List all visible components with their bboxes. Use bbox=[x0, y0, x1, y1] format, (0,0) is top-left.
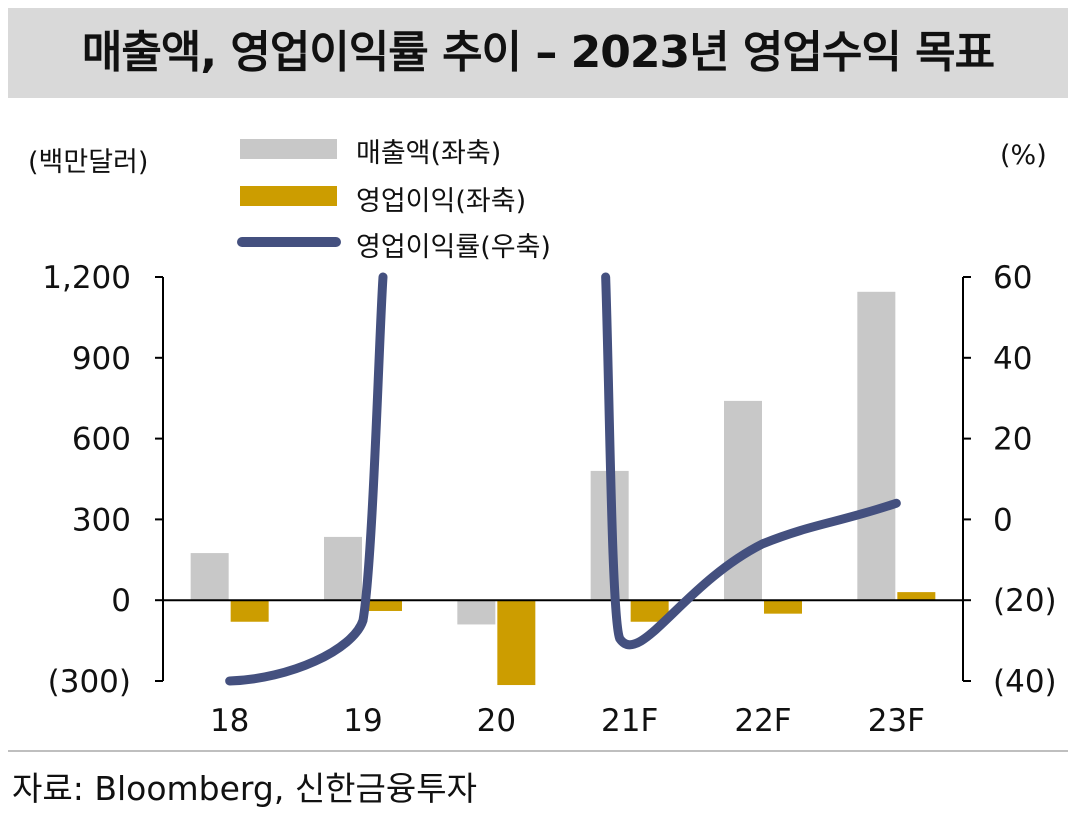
legend-label-revenue: 매출액(좌축) bbox=[356, 138, 502, 169]
legend-label-operating-profit: 영업이익(좌축) bbox=[356, 186, 527, 217]
left-tick-label: 0 bbox=[111, 583, 131, 619]
bar-revenue-20 bbox=[457, 600, 496, 625]
footer-divider bbox=[8, 750, 1068, 752]
x-tick-label-18: 18 bbox=[210, 703, 249, 739]
bar-revenue-18 bbox=[190, 553, 229, 601]
bar-operating-profit-22F bbox=[764, 600, 802, 614]
source-note: 자료: Bloomberg, 신한금융투자 bbox=[12, 769, 477, 808]
left-tick-label: 300 bbox=[72, 502, 131, 538]
right-tick-label: (20) bbox=[993, 583, 1057, 619]
bar-revenue-19 bbox=[324, 536, 362, 601]
margin-line-rising bbox=[225, 272, 388, 686]
chart-area: (300) 0 300 600 900 1,200 (40) (20) 0 20 40 60 18 19 2… bbox=[42, 139, 1057, 739]
legend-label-margin: 영업이익률(우축) bbox=[356, 232, 551, 263]
x-tick-label-23F: 23F bbox=[868, 703, 925, 739]
x-tick-label-20: 20 bbox=[477, 703, 516, 739]
bar-operating-profit-20 bbox=[497, 600, 536, 686]
bar-revenue-22F bbox=[724, 400, 762, 601]
legend-swatch-operating-profit bbox=[240, 186, 337, 206]
x-tick-label-21F: 21F bbox=[601, 703, 658, 739]
bar-operating-profit-18 bbox=[230, 600, 269, 622]
right-tick-label: 60 bbox=[993, 260, 1032, 296]
left-tick-label: 600 bbox=[72, 422, 131, 458]
title-band: 매출액, 영업이익률 추이 – 2023년 영업수익 목표 bbox=[8, 8, 1068, 98]
x-tick-label-22F: 22F bbox=[734, 703, 791, 739]
right-tick-label: 40 bbox=[993, 341, 1032, 377]
right-axis-unit: (%) bbox=[1000, 140, 1047, 171]
x-tick-label-19: 19 bbox=[343, 703, 382, 739]
bar-operating-profit-19 bbox=[364, 600, 402, 611]
left-tick-label: 1,200 bbox=[42, 260, 131, 296]
right-tick-label: (40) bbox=[993, 664, 1057, 700]
bar-operating-profit-21F bbox=[630, 600, 669, 622]
left-tick-label: 900 bbox=[72, 341, 131, 377]
right-tick-label: 0 bbox=[993, 502, 1013, 538]
bar-operating-profit-23F bbox=[897, 592, 936, 601]
left-tick-label: (300) bbox=[48, 664, 131, 700]
left-axis-unit: (백만달러) bbox=[28, 147, 149, 178]
right-tick-label: 20 bbox=[993, 422, 1032, 458]
margin-line-falling bbox=[601, 272, 901, 650]
bar-revenue-23F bbox=[857, 291, 896, 601]
legend-swatch-revenue bbox=[240, 139, 337, 159]
chart-title: 매출액, 영업이익률 추이 – 2023년 영업수익 목표 bbox=[81, 27, 995, 78]
